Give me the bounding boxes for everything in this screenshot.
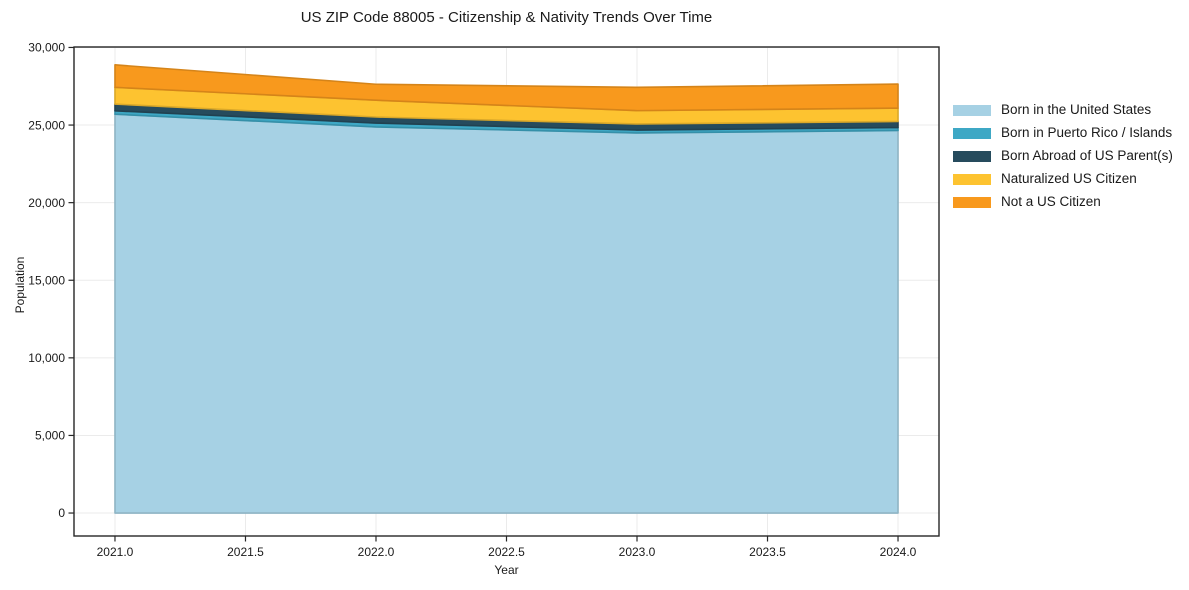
y-tick-label-0: 0	[58, 506, 65, 520]
y-axis-label: Population	[13, 256, 27, 314]
legend-item-3: Naturalized US Citizen	[953, 171, 1173, 187]
x-tick-label-2023.0: 2023.0	[619, 545, 656, 559]
legend-swatch-icon	[953, 127, 991, 139]
legend-label: Not a US Citizen	[1001, 194, 1101, 209]
x-tick-label-2021.0: 2021.0	[97, 545, 134, 559]
area-series-0	[114, 113, 899, 514]
legend-label: Born Abroad of US Parent(s)	[1001, 148, 1173, 163]
y-tick-label-30,000: 30,000	[28, 41, 65, 55]
chart-title: US ZIP Code 88005 - Citizenship & Nativi…	[300, 9, 713, 26]
x-axis-label: Year	[494, 563, 519, 577]
y-tick-label-25,000: 25,000	[28, 118, 65, 132]
legend-label: Born in the United States	[1001, 102, 1152, 117]
legend: Born in the United States Born in Puerto …	[953, 102, 1173, 217]
legend-swatch-icon	[953, 196, 991, 208]
x-tick-label-2022.0: 2022.0	[358, 545, 395, 559]
y-tick-label-20,000: 20,000	[28, 196, 65, 210]
legend-swatch-icon	[953, 104, 991, 116]
x-tick-label-2021.5: 2021.5	[227, 545, 264, 559]
legend-swatch-icon	[953, 150, 991, 162]
x-tick-label-2024.0: 2024.0	[880, 545, 917, 559]
legend-swatch-icon	[953, 173, 991, 185]
legend-item-1: Born in Puerto Rico / Islands	[953, 125, 1173, 141]
legend-label: Naturalized US Citizen	[1001, 171, 1137, 186]
y-tick-label-10,000: 10,000	[28, 351, 65, 365]
x-tick-label-2022.5: 2022.5	[488, 545, 525, 559]
legend-item-2: Born Abroad of US Parent(s)	[953, 148, 1173, 164]
legend-label: Born in Puerto Rico / Islands	[1001, 125, 1173, 140]
area-series-4	[114, 64, 899, 112]
x-tick-label-2023.5: 2023.5	[749, 545, 786, 559]
legend-item-4: Not a US Citizen	[953, 194, 1173, 210]
y-tick-label-5,000: 5,000	[35, 429, 65, 443]
y-tick-label-15,000: 15,000	[28, 273, 65, 287]
legend-item-0: Born in the United States	[953, 102, 1173, 118]
